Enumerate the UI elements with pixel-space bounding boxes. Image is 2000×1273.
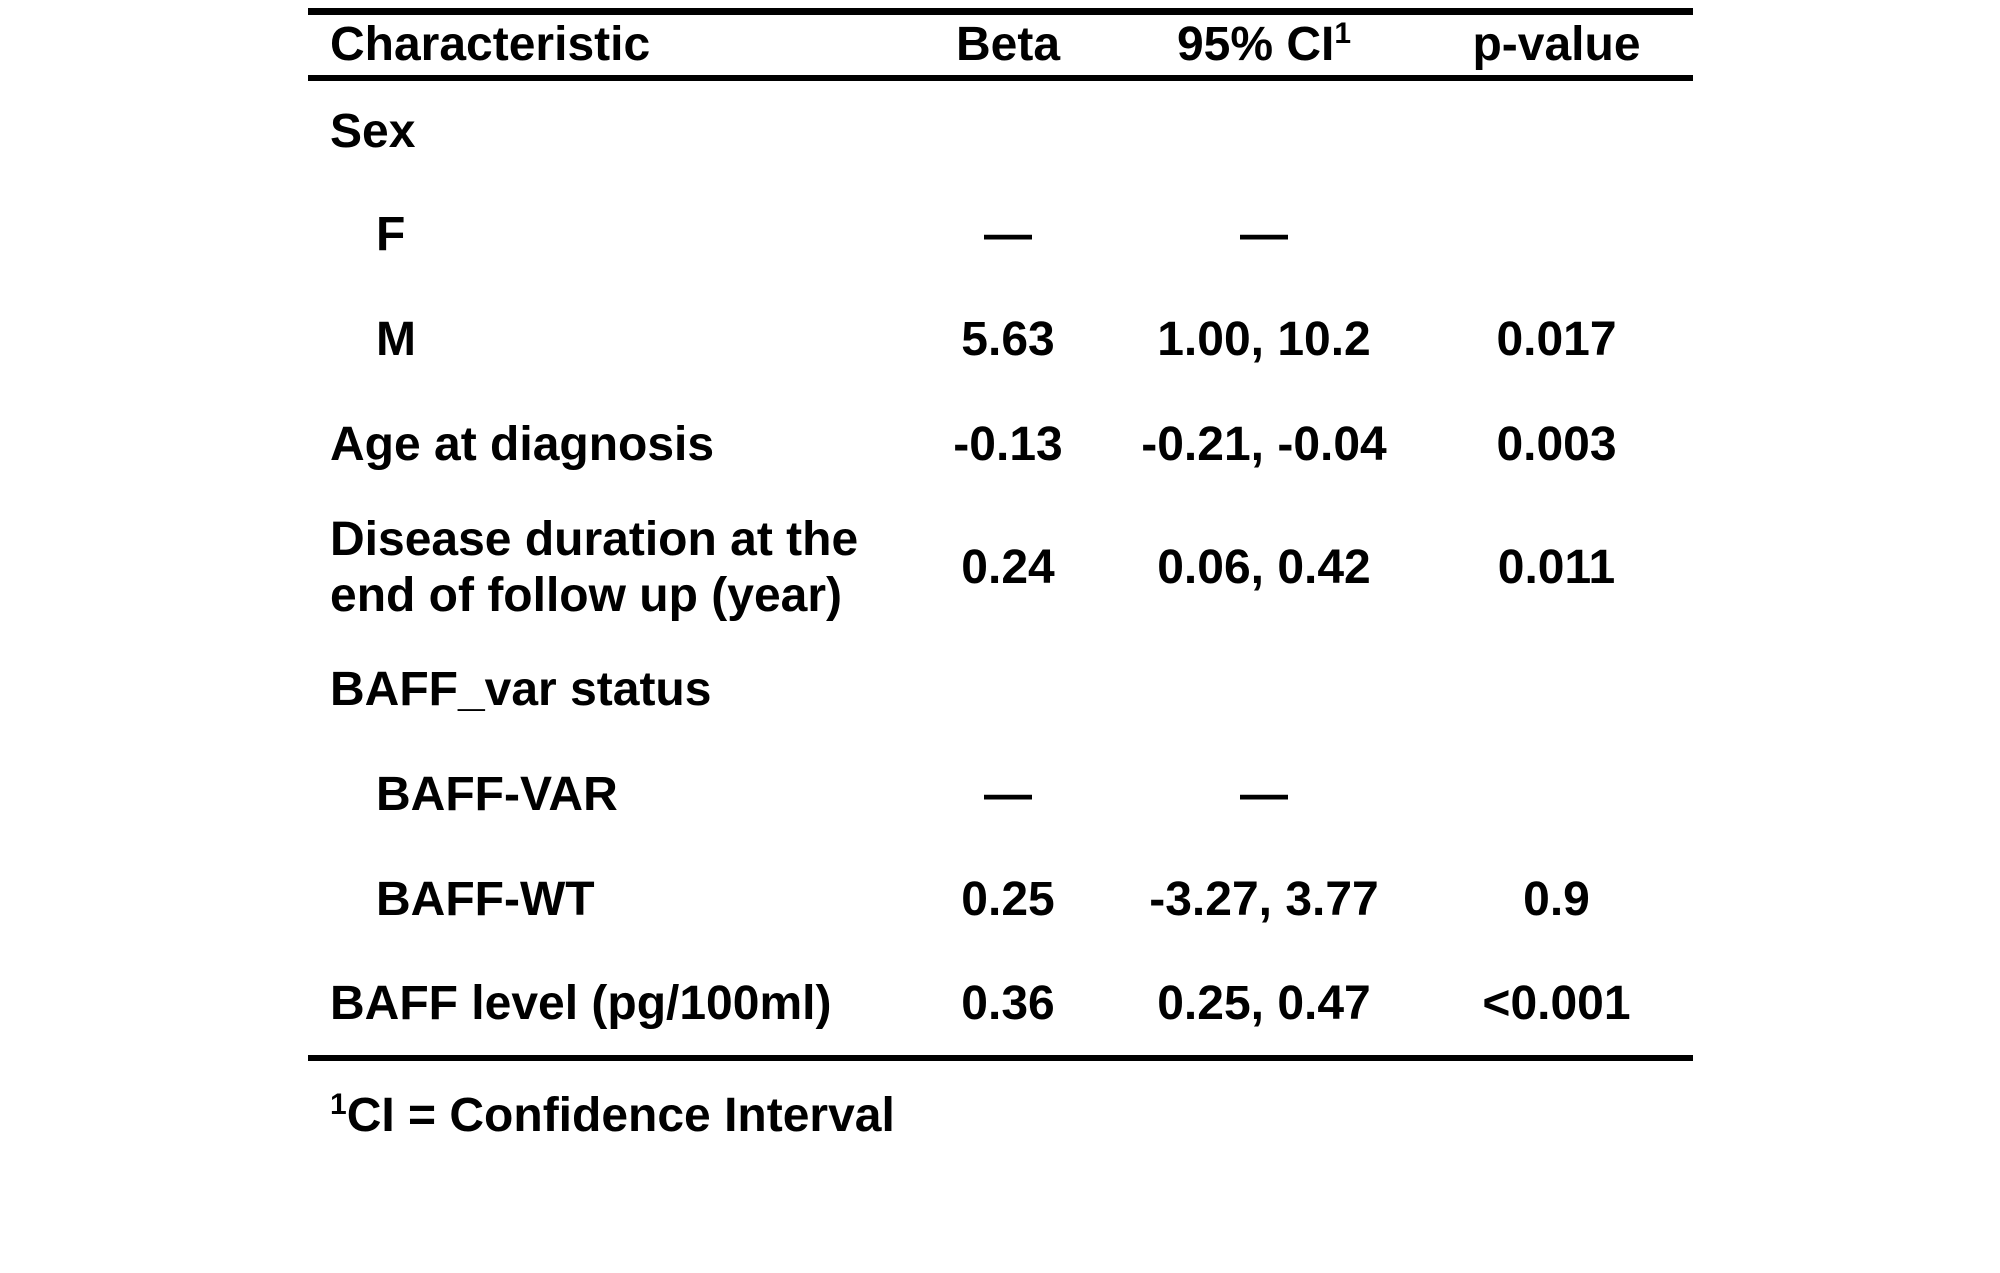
column-header-ci: 95% CI1	[1108, 12, 1420, 78]
footnote-text: CI = Confidence Interval	[346, 1089, 895, 1142]
cell-pvalue	[1420, 78, 1693, 183]
cell-pvalue: 0.003	[1496, 418, 1617, 472]
table-row-sex-f: F — —	[308, 183, 1693, 288]
cell-beta: 0.25	[961, 873, 1055, 927]
row-label: Age at diagnosis	[330, 418, 715, 472]
row-label: Disease duration at the end of follow up…	[330, 513, 859, 622]
column-header-characteristic: Characteristic	[308, 12, 908, 78]
table-row-sex: Sex	[308, 78, 1693, 183]
cell-ci: -3.27, 3.77	[1149, 873, 1379, 927]
cell-pvalue	[1420, 638, 1693, 743]
cell-pvalue: 0.9	[1523, 873, 1590, 927]
row-label: BAFF_var status	[330, 663, 712, 717]
cell-ci	[1108, 78, 1420, 183]
column-header-beta-label: Beta	[955, 18, 1061, 72]
column-header-pvalue: p-value	[1420, 12, 1693, 78]
table-row-disease-duration: Disease duration at the end of follow up…	[308, 498, 1693, 638]
cell-ci: -0.21, -0.04	[1141, 418, 1387, 472]
footnote-marker: 1	[330, 1088, 347, 1121]
cell-beta: 0.36	[961, 976, 1055, 1030]
cell-beta: -0.13	[953, 418, 1063, 472]
column-header-beta: Beta	[908, 12, 1108, 78]
table-row-baff-var-status: BAFF_var status	[308, 638, 1693, 743]
cell-ci: —	[1240, 768, 1288, 822]
cell-beta: —	[984, 208, 1032, 262]
cell-ci: 0.06, 0.42	[1157, 540, 1371, 594]
ci-footnote-marker: 1	[1334, 17, 1352, 51]
column-header-characteristic-label: Characteristic	[330, 18, 651, 72]
row-label: M	[376, 313, 416, 367]
row-label: BAFF-VAR	[376, 768, 618, 822]
table-row-baff-var: BAFF-VAR — —	[308, 743, 1693, 848]
row-label: BAFF level (pg/100ml)	[330, 976, 832, 1030]
cell-pvalue: <0.001	[1482, 976, 1631, 1030]
cell-beta: 0.24	[961, 540, 1055, 594]
row-label: Sex	[330, 104, 416, 158]
table-footnote: 1CI = Confidence Interval	[330, 1088, 895, 1143]
cell-ci: 1.00, 10.2	[1157, 313, 1371, 367]
cell-pvalue: 0.017	[1496, 313, 1617, 367]
cell-ci: —	[1240, 208, 1288, 262]
column-header-pvalue-label: p-value	[1472, 18, 1641, 72]
cell-pvalue	[1420, 743, 1693, 848]
table-row-baff-level: BAFF level (pg/100ml) 0.36 0.25, 0.47 <0…	[308, 953, 1693, 1058]
regression-table-container: Characteristic Beta 95% CI1 p-value Sex …	[308, 8, 1693, 1061]
row-label: BAFF-WT	[376, 873, 595, 927]
table-header: Characteristic Beta 95% CI1 p-value	[308, 12, 1693, 78]
table-body: Sex F — — M 5.63 1.00, 10.2 0.017	[308, 78, 1693, 1058]
cell-beta: —	[984, 768, 1032, 822]
column-header-ci-label: 95% CI	[1176, 18, 1335, 72]
table-row-age-at-diagnosis: Age at diagnosis -0.13 -0.21, -0.04 0.00…	[308, 393, 1693, 498]
regression-summary-table: Characteristic Beta 95% CI1 p-value Sex …	[308, 8, 1693, 1061]
cell-pvalue: 0.011	[1497, 540, 1616, 594]
table-row-baff-wt: BAFF-WT 0.25 -3.27, 3.77 0.9	[308, 848, 1693, 953]
cell-beta	[908, 78, 1108, 183]
table-row-sex-m: M 5.63 1.00, 10.2 0.017	[308, 288, 1693, 393]
cell-beta: 5.63	[961, 313, 1055, 367]
header-row: Characteristic Beta 95% CI1 p-value	[308, 12, 1693, 78]
cell-beta	[908, 638, 1108, 743]
cell-ci: 0.25, 0.47	[1157, 976, 1371, 1030]
cell-ci	[1108, 638, 1420, 743]
cell-pvalue	[1420, 183, 1693, 288]
row-label: F	[376, 208, 406, 262]
